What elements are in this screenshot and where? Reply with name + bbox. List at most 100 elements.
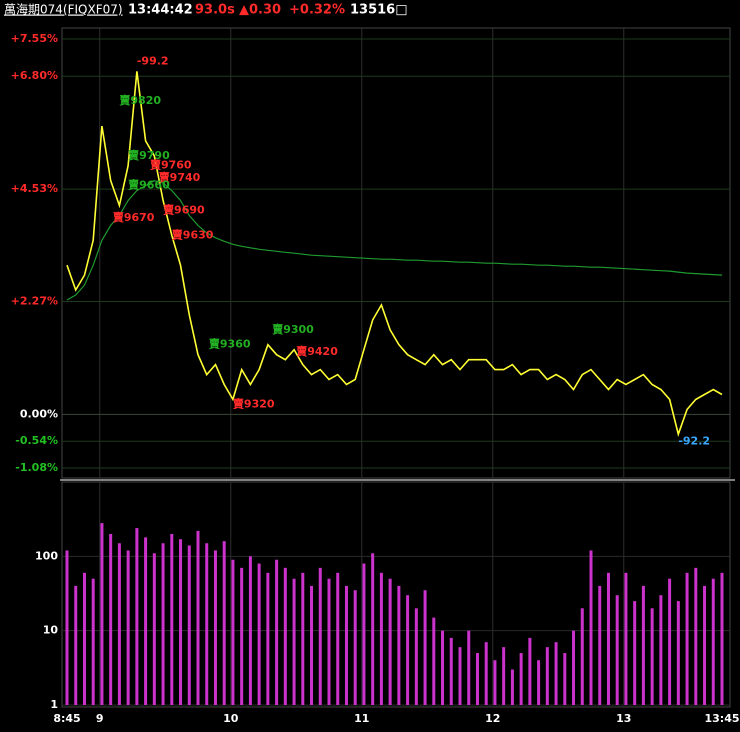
volume-bar — [152, 553, 156, 705]
volume-bar — [502, 647, 506, 705]
volume-bar — [650, 608, 654, 705]
volume-bar — [379, 572, 383, 705]
volume-bar — [353, 590, 357, 705]
annotation: 賣9740 — [158, 170, 201, 184]
volume-bar — [231, 559, 235, 705]
volume-bar — [484, 642, 488, 705]
volume-bar — [213, 550, 217, 705]
volume-bar — [580, 608, 584, 705]
volume-bar — [467, 630, 471, 705]
volume-bar — [222, 541, 226, 705]
volume-bar — [449, 637, 453, 705]
volume-bar — [589, 550, 593, 705]
y-tick-label: +2.27% — [11, 294, 58, 307]
annotation: 賣9820 — [118, 93, 161, 107]
series-line — [66, 180, 723, 301]
volume-bar — [187, 545, 191, 705]
y-tick-label: 0.00% — [20, 407, 58, 420]
annotation: -92.2 — [678, 435, 710, 448]
volume-bar — [519, 653, 523, 705]
volume-bar — [205, 543, 209, 705]
y-tick-label: +4.53% — [11, 182, 58, 195]
x-tick-label: 10 — [223, 712, 239, 725]
volume-bar — [676, 601, 680, 705]
series-line — [66, 71, 723, 437]
volume-bar — [641, 585, 645, 705]
volume-bar — [344, 585, 348, 705]
volume-bar — [668, 578, 672, 705]
volume-bar — [388, 578, 392, 705]
x-tick-label: 12 — [485, 712, 500, 725]
volume-bar — [510, 669, 514, 705]
volume-bar — [65, 550, 69, 705]
y-tick-label: -0.54% — [15, 434, 58, 447]
volume-bar — [292, 578, 296, 705]
annotation: 賣9420 — [295, 344, 338, 358]
volume-bar — [414, 608, 418, 705]
annotation: 賣9760 — [149, 158, 192, 172]
volume-bar — [720, 572, 724, 705]
change-pct: +0.32% — [289, 3, 345, 18]
volume-bar — [441, 630, 445, 705]
volume-bar — [117, 543, 121, 705]
volume-bar — [301, 572, 305, 705]
volume-bar — [82, 572, 86, 705]
volume-bar — [248, 556, 252, 705]
volume-bar — [100, 523, 104, 705]
volume-bar — [74, 585, 78, 705]
volume-bar — [91, 578, 95, 705]
volume-bar — [606, 572, 610, 705]
annotation: 賣9300 — [271, 322, 314, 336]
y-tick-label: +6.80% — [11, 69, 58, 82]
volume-bar — [633, 601, 637, 705]
volume-bar — [493, 660, 497, 705]
volume-bar — [711, 578, 715, 705]
volume-bar — [563, 653, 567, 705]
volume-bar — [458, 647, 462, 705]
annotation: 賣9360 — [208, 337, 251, 351]
volume-bar — [423, 590, 427, 705]
volume-bar — [318, 567, 322, 705]
volume-bar — [266, 572, 270, 705]
volume-bar — [196, 530, 200, 705]
volume-bar — [685, 572, 689, 705]
volume-bar — [537, 660, 541, 705]
annotation: 賣9790 — [127, 148, 170, 162]
y-tick-label: -1.08% — [15, 461, 58, 474]
volume-bar — [598, 585, 602, 705]
volume-bar — [659, 595, 663, 705]
volume-bar — [170, 533, 174, 705]
volume-bar — [545, 647, 549, 705]
x-tick-label: 8:45 — [53, 712, 80, 725]
x-tick-label: 13 — [616, 712, 631, 725]
volume-bar — [327, 578, 331, 705]
annotation: -99.2 — [137, 54, 169, 67]
volume-bar — [310, 585, 314, 705]
volume-bar — [624, 572, 628, 705]
volume-bar — [703, 585, 707, 705]
annotation: 賣9690 — [162, 202, 205, 216]
volume-bar — [179, 539, 183, 705]
volume-bar — [362, 563, 366, 705]
total-volume: 13516□ — [350, 3, 408, 18]
y-tick-label: 100 — [35, 549, 58, 562]
volume-bar — [161, 543, 165, 705]
volume-bar — [432, 617, 436, 705]
clock: 13:44:42 — [128, 3, 193, 18]
volume-bar — [528, 637, 532, 705]
annotation: 賣9630 — [171, 227, 214, 241]
y-tick-label: 1 — [50, 698, 58, 711]
volume-bar — [144, 537, 148, 705]
volume-bar — [283, 567, 287, 705]
seconds: 93.0s — [195, 3, 235, 18]
volume-bar — [572, 630, 576, 705]
x-tick-label: 13:45 — [704, 712, 739, 725]
y-tick-label: +7.55% — [11, 32, 58, 45]
x-tick-label: 11 — [354, 712, 369, 725]
volume-frame — [61, 481, 731, 708]
x-tick-label: 9 — [96, 712, 104, 725]
volume-bar — [257, 563, 261, 705]
volume-bar — [406, 595, 410, 705]
volume-bar — [336, 572, 340, 705]
